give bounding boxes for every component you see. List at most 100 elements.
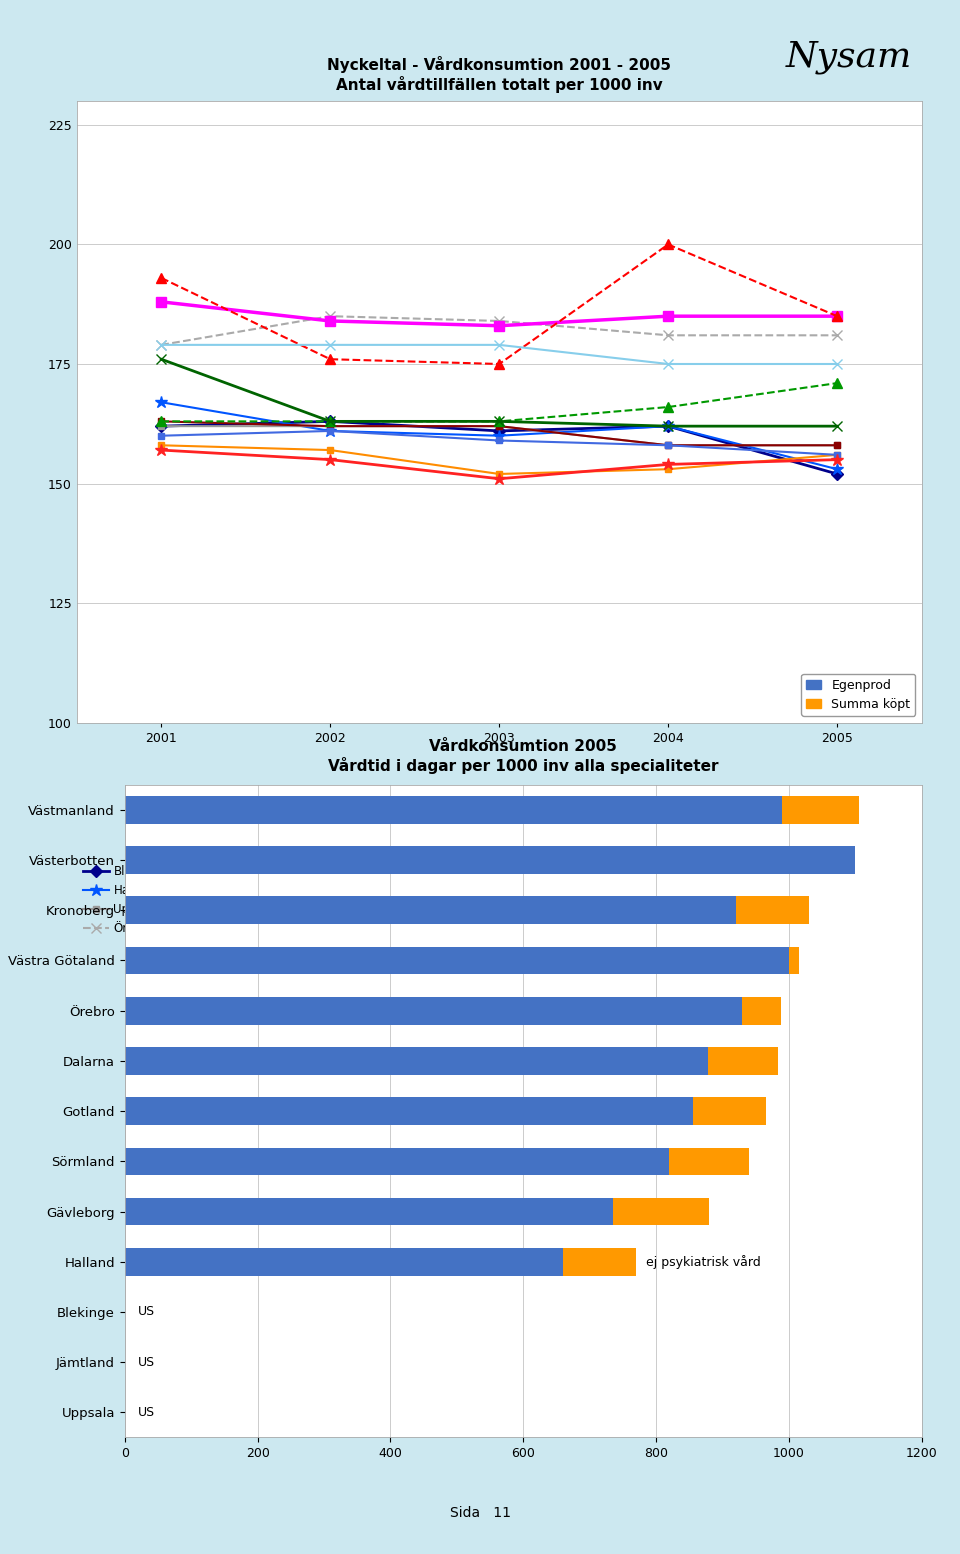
Text: US: US <box>138 1305 156 1318</box>
Uppsala <box>493 416 505 435</box>
Västra Götaland <box>324 451 336 469</box>
Kronoberg <box>493 465 505 483</box>
Västmanland <box>324 336 336 354</box>
Jämtland <box>156 412 167 430</box>
Jämtland <box>324 416 336 435</box>
Halland <box>662 416 674 435</box>
Sörmland <box>493 430 505 449</box>
Line: Västra Götaland: Västra Götaland <box>155 444 844 485</box>
Kronoberg <box>156 437 167 455</box>
Line: Uppsala: Uppsala <box>157 423 841 449</box>
Gotland <box>324 350 336 368</box>
Västra Götaland <box>662 455 674 474</box>
Bar <box>125 998 742 1024</box>
Gävleborg <box>493 412 505 430</box>
Line: Västmanland: Västmanland <box>156 340 842 368</box>
Bar <box>669 1147 749 1175</box>
Gävleborg <box>831 416 843 435</box>
Line: Halland: Halland <box>155 396 844 476</box>
Kronoberg <box>831 446 843 465</box>
Bar <box>125 946 789 974</box>
Örebro <box>493 312 505 331</box>
Blekinge <box>324 412 336 430</box>
Blekinge <box>662 416 674 435</box>
Line: Jämtland: Jämtland <box>157 418 841 449</box>
Västmanland <box>156 336 167 354</box>
Uppsala <box>831 437 843 455</box>
Jämtland <box>831 437 843 455</box>
Bar <box>742 998 780 1024</box>
Västerbotten <box>662 398 674 416</box>
Text: Nysam: Nysam <box>785 40 912 75</box>
Line: Kronoberg: Kronoberg <box>157 441 841 477</box>
Västerbotten <box>493 412 505 430</box>
Västerbotten <box>324 412 336 430</box>
Blekinge <box>831 465 843 483</box>
Line: Gävleborg: Gävleborg <box>156 354 842 430</box>
Örebro <box>831 326 843 345</box>
Gävleborg <box>156 350 167 368</box>
Västra Götaland <box>493 469 505 488</box>
Bar <box>125 796 782 824</box>
Uppsala <box>662 437 674 455</box>
Bar <box>125 1097 692 1125</box>
Bar <box>125 1047 708 1075</box>
Line: Blekinge: Blekinge <box>157 416 841 479</box>
Uppsala <box>156 416 167 435</box>
Bar <box>125 1248 563 1276</box>
Bar <box>692 1097 765 1125</box>
Västmanland <box>662 354 674 373</box>
Sörmland <box>324 421 336 440</box>
Halland <box>831 460 843 479</box>
Västerbotten <box>831 375 843 393</box>
Dalarna <box>831 306 843 325</box>
Bar <box>735 897 808 925</box>
Örebro <box>662 326 674 345</box>
Dalarna <box>156 292 167 311</box>
Line: Sörmland: Sörmland <box>157 427 841 458</box>
Gotland <box>493 354 505 373</box>
Bar <box>125 1198 612 1225</box>
Västra Götaland <box>156 441 167 460</box>
Bar <box>125 1147 669 1175</box>
Jämtland <box>662 437 674 455</box>
Text: US: US <box>138 1355 156 1369</box>
Title: Vårdkonsumtion 2005
Vårdtid i dagar per 1000 inv alla specialiteter: Vårdkonsumtion 2005 Vårdtid i dagar per … <box>328 740 718 774</box>
Västerbotten <box>156 412 167 430</box>
Gotland <box>156 269 167 287</box>
Bar <box>125 897 735 925</box>
Blekinge <box>156 416 167 435</box>
Dalarna <box>662 306 674 325</box>
Text: Sida   11: Sida 11 <box>449 1506 511 1520</box>
Sörmland <box>156 426 167 444</box>
Västmanland <box>493 336 505 354</box>
Bar <box>708 1047 778 1075</box>
Legend: Egenprod, Summa köpt: Egenprod, Summa köpt <box>802 673 915 716</box>
Gotland <box>831 306 843 325</box>
Line: Gotland: Gotland <box>156 239 842 368</box>
Bar <box>612 1198 709 1225</box>
Bar <box>563 1248 636 1276</box>
Gävleborg <box>324 412 336 430</box>
Bar <box>782 796 858 824</box>
Västra Götaland <box>831 451 843 469</box>
Bar <box>789 946 799 974</box>
Line: Västerbotten: Västerbotten <box>156 378 842 426</box>
Uppsala <box>324 416 336 435</box>
Jämtland <box>493 416 505 435</box>
Bar <box>125 847 855 873</box>
Dalarna <box>493 317 505 336</box>
Sörmland <box>662 437 674 455</box>
Gävleborg <box>662 416 674 435</box>
Gotland <box>662 235 674 253</box>
Text: US: US <box>138 1406 156 1419</box>
Örebro <box>324 306 336 325</box>
Västmanland <box>831 354 843 373</box>
Halland <box>156 393 167 412</box>
Halland <box>324 421 336 440</box>
Kronoberg <box>324 441 336 460</box>
Legend: Blekinge, Halland, Uppsala, Örebro, Dalarna, Jämtland, Västerbotten, Gotland, Kr: Blekinge, Halland, Uppsala, Örebro, Dala… <box>83 866 534 936</box>
Halland <box>493 426 505 444</box>
Line: Örebro: Örebro <box>156 311 842 350</box>
Sörmland <box>831 446 843 465</box>
